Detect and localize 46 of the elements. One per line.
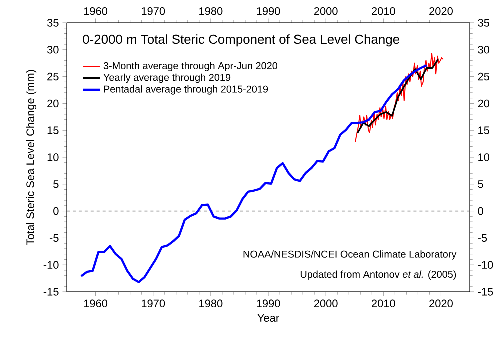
y-tick-label: 20 [48, 100, 59, 108]
annotation: Updated from Antonov et al. (2005) [300, 270, 456, 280]
x-tick-label: 1960 [84, 7, 108, 16]
y-tick-label: -15 [44, 288, 59, 296]
y-tick-label: 25 [48, 72, 59, 81]
x2-tick-label: 1960 [84, 300, 108, 308]
y-tick-label: 5 [54, 180, 59, 188]
y2-tick-label: 30 [478, 46, 490, 54]
y-tick-label: 0 [54, 207, 59, 216]
y2-tick-label: -10 [478, 261, 494, 269]
legend-label: Pentadal average through 2015-2019 [104, 86, 268, 95]
x-tick-label: 2010 [372, 7, 396, 16]
x-tick-label: 2020 [430, 7, 453, 16]
x-tick-label: 1980 [200, 7, 223, 16]
legend-label: Yearly average through 2019 [104, 74, 231, 84]
x-tick-label: 1970 [142, 7, 166, 16]
x2-tick-label: 2000 [314, 300, 338, 308]
x2-tick-label: 1990 [257, 300, 280, 308]
line-series [354, 53, 444, 143]
x2-tick-label: 2010 [372, 300, 396, 308]
y2-tick-label: -15 [478, 288, 494, 296]
line-series [356, 58, 440, 134]
y-tick-label: 10 [48, 154, 59, 162]
annotation: NOAA/NESDIS/NCEI Ocean Climate Laboratory [244, 250, 457, 260]
y-tick-label: 30 [47, 46, 59, 54]
y2-tick-label: 25 [478, 72, 490, 81]
x2-tick-label: 1970 [142, 300, 166, 308]
y2-tick-label: 15 [478, 126, 490, 134]
y-tick-label: 15 [48, 126, 59, 134]
y2-tick-label: 0 [478, 207, 484, 216]
y2-tick-label: 5 [478, 180, 484, 188]
y-axis-title: Total Steric Sea Level Change (mm) [26, 70, 37, 246]
text: 0-2000 m Total Steric Component of Sea Level Change [83, 34, 400, 47]
y2-tick-label: -5 [478, 234, 488, 242]
y2-tick-label: 10 [478, 154, 490, 162]
y2-tick-label: 35 [478, 19, 490, 27]
x-axis-title: Year [258, 314, 280, 322]
y2-tick-label: 20 [478, 100, 490, 108]
x2-tick-label: 1980 [200, 300, 223, 308]
y-tick-label: 35 [47, 19, 59, 27]
x2-tick-label: 2020 [430, 300, 453, 308]
y-tick-label: -10 [44, 261, 59, 269]
legend-label: 3-Month average through Apr-Jun 2020 [104, 62, 278, 72]
y-tick-label: -5 [50, 234, 59, 242]
x-tick-label: 1990 [257, 7, 280, 16]
x-tick-label: 2000 [314, 7, 338, 16]
